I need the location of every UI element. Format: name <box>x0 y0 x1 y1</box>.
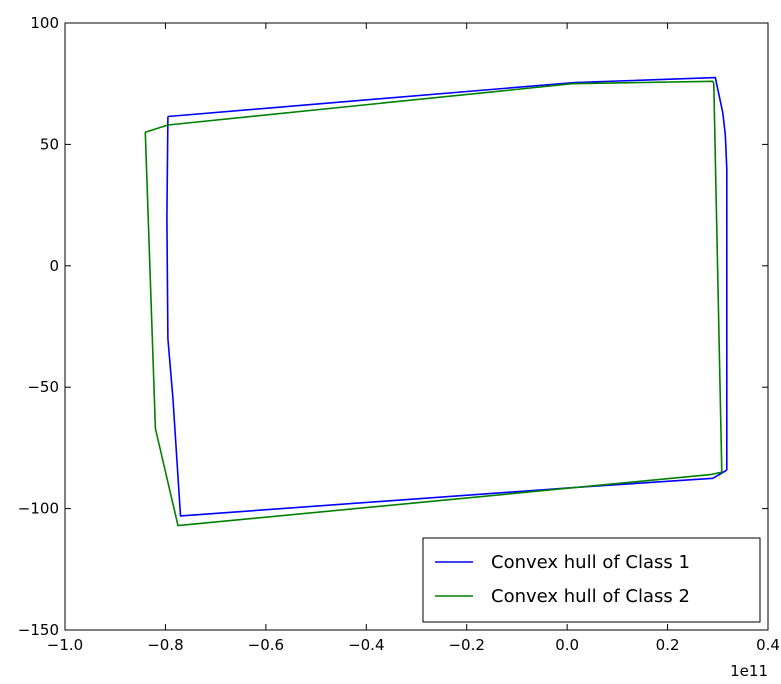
y-tick-label: 100 <box>30 14 59 32</box>
x-axis-ticks: −1.0 −0.8 −0.6 −0.4 −0.2 0.0 0.2 0.4 <box>47 23 780 654</box>
x-tick-label: −0.2 <box>448 636 484 654</box>
x-tick-label: 0.4 <box>756 636 780 654</box>
x-axis-offset-label: 1e11 <box>730 662 768 680</box>
y-tick-label: −100 <box>18 500 59 518</box>
x-tick-label: −0.8 <box>147 636 183 654</box>
y-tick-label: 50 <box>40 135 59 153</box>
legend-box <box>422 537 761 623</box>
y-axis-ticks: 100 50 0 −50 −100 −150 <box>18 14 768 639</box>
x-tick-label: −0.6 <box>248 636 284 654</box>
series-line-class-2 <box>144 80 723 527</box>
legend: Convex hull of Class 1 Convex hull of Cla… <box>422 537 761 623</box>
legend-label-class-2: Convex hull of Class 2 <box>491 586 690 607</box>
x-tick-label: 0.2 <box>656 636 680 654</box>
legend-label-class-1: Convex hull of Class 1 <box>491 552 690 573</box>
series-layer <box>144 76 728 527</box>
plot-frame <box>64 22 769 631</box>
y-tick-label: −150 <box>18 621 59 639</box>
x-tick-label: −1.0 <box>47 636 83 654</box>
y-tick-label: 0 <box>49 257 59 275</box>
x-tick-label: 0.0 <box>555 636 579 654</box>
y-tick-label: −50 <box>27 378 59 396</box>
x-tick-label: −0.4 <box>348 636 384 654</box>
series-line-class-1 <box>166 76 728 517</box>
